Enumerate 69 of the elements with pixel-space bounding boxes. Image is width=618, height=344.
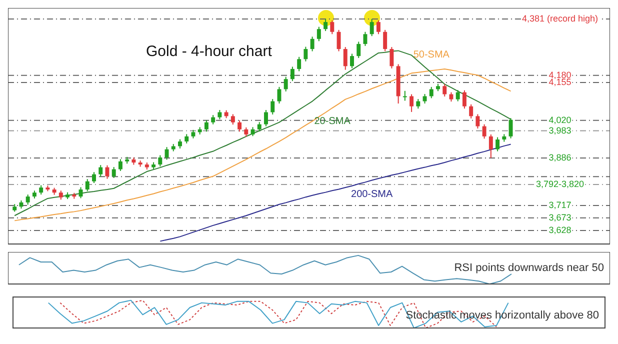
candlestick <box>442 84 447 97</box>
candlestick <box>482 124 486 140</box>
candlestick <box>164 146 169 160</box>
candlestick <box>98 164 103 178</box>
candlestick <box>39 184 44 196</box>
candlestick <box>118 158 122 172</box>
candlestick <box>218 109 222 120</box>
candlestick <box>257 122 262 132</box>
candlestick <box>284 76 288 92</box>
candlestick <box>324 18 328 32</box>
annotation: RSI points downwards near 50 <box>454 262 604 274</box>
y-tick-label: 3,628 <box>548 225 572 235</box>
candlestick <box>449 92 454 102</box>
candlestick <box>469 104 474 119</box>
candlestick <box>429 86 434 99</box>
candlestick <box>330 20 334 35</box>
candlestick <box>112 166 116 178</box>
candlestick <box>270 98 275 115</box>
text: Gold - 4-hour chart <box>146 43 273 60</box>
candlestick <box>383 29 388 52</box>
candlestick <box>290 66 294 82</box>
candlestick <box>336 29 341 52</box>
candlestick <box>462 90 466 110</box>
candlestick <box>416 98 420 110</box>
candlestick <box>297 56 302 72</box>
candlestick <box>343 46 348 70</box>
candlestick <box>496 136 500 152</box>
y-tick-label: 4,381 (record high) <box>522 13 598 24</box>
candlestick <box>350 53 354 69</box>
candlestick <box>488 134 493 159</box>
candlestick <box>310 36 314 52</box>
candlestick <box>508 118 513 139</box>
candlestick <box>26 194 30 206</box>
candlestick <box>370 18 374 37</box>
candlestick <box>422 93 427 104</box>
candlestick <box>238 120 242 132</box>
candlestick <box>476 114 480 130</box>
candlestick <box>178 138 182 149</box>
candlestick <box>92 172 96 184</box>
candlestick <box>85 178 90 192</box>
candlestick <box>390 46 394 69</box>
candlestick <box>376 20 380 35</box>
candlestick <box>264 109 268 127</box>
candlestick <box>204 120 208 132</box>
y-tick-label: 4,180 <box>548 70 572 80</box>
candlestick <box>356 41 361 59</box>
candlestick <box>304 46 308 62</box>
y-tick-label: 3,717 <box>548 200 572 210</box>
y-tick-label: 3,983 <box>548 125 572 136</box>
candlestick <box>402 90 407 102</box>
series-label: 200-SMA <box>351 188 394 200</box>
candlestick <box>456 90 460 102</box>
candlestick <box>244 126 248 138</box>
series-label: 20-SMA <box>314 116 351 128</box>
candlestick <box>316 26 321 42</box>
series-label: 50-SMA <box>413 49 450 60</box>
candlestick <box>211 114 216 125</box>
y-tick-label: 3,886 <box>548 152 572 163</box>
candlestick <box>230 114 235 126</box>
y-tick-label: 3,792-3,820 <box>536 178 584 189</box>
candlestick <box>158 154 162 167</box>
y-tick-label: 4,020 <box>548 114 572 125</box>
candlestick <box>277 86 282 104</box>
candlestick <box>78 186 83 199</box>
candlestick <box>410 94 414 112</box>
candlestick <box>363 31 368 46</box>
candlestick <box>184 134 189 144</box>
candlestick <box>105 164 110 180</box>
y-tick-label: 3,673 <box>548 212 572 222</box>
